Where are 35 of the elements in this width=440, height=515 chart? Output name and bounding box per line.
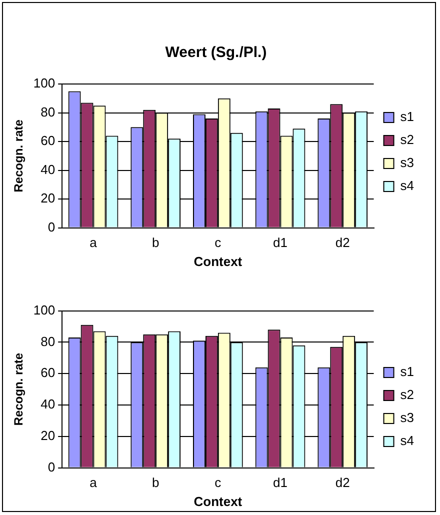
y-tick-label: 80 — [40, 334, 56, 349]
x-axis-title: Context — [194, 494, 243, 509]
y-tick-label: 80 — [40, 104, 56, 120]
y-tick-label: 100 — [33, 76, 56, 91]
x-tick-label: d2 — [335, 475, 350, 490]
x-tick-label: a — [90, 475, 98, 490]
y-axis-title: Recogn. rate — [12, 119, 26, 192]
y-tick-label: 100 — [33, 302, 56, 318]
x-tick-label: a — [90, 235, 98, 250]
x-axis-title: Context — [194, 254, 243, 269]
legend-label: s2 — [400, 387, 414, 402]
chart-title: Weert (Sg./Pl.) — [165, 44, 267, 62]
legend-label: s1 — [400, 364, 414, 380]
x-tick-label: c — [214, 235, 222, 250]
y-tick-label: 60 — [40, 365, 56, 380]
x-tick-label: d2 — [335, 235, 350, 250]
legend-label: s3 — [400, 410, 414, 426]
legend-label: s1 — [400, 109, 414, 124]
y-tick-label: 40 — [40, 162, 56, 177]
legend-label: s3 — [400, 155, 414, 170]
legend-label: s4 — [400, 433, 414, 448]
x-tick-label: d1 — [273, 475, 288, 490]
y-tick-label: 40 — [40, 396, 56, 412]
y-tick-label: 20 — [40, 190, 56, 206]
legend-label: s4 — [400, 178, 414, 194]
x-tick-label: b — [152, 235, 160, 250]
y-tick-label: 0 — [48, 219, 56, 234]
y-axis-title: Recogn. rate — [12, 352, 26, 426]
y-tick-label: 60 — [40, 133, 56, 148]
x-tick-label: d1 — [273, 235, 288, 250]
legend-label: s2 — [400, 132, 414, 148]
y-tick-label: 20 — [40, 428, 56, 443]
x-tick-label: b — [152, 475, 160, 490]
x-tick-label: c — [214, 475, 222, 490]
y-tick-label: 0 — [48, 459, 56, 474]
